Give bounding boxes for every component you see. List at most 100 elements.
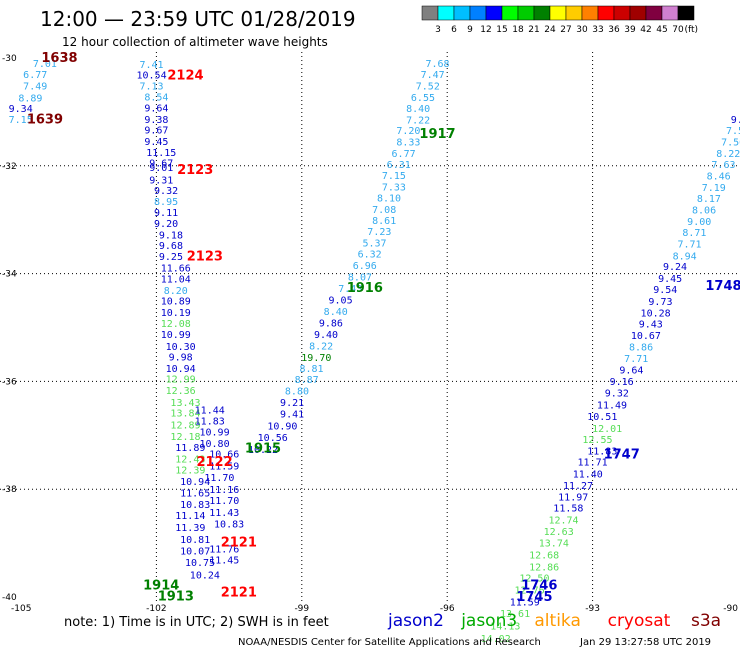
x-tick-label: -93 xyxy=(585,604,600,614)
wave-height-point: 12.50 xyxy=(519,574,549,585)
data-points: 7.016.777.498.899.347.157.4110.547.138.5… xyxy=(9,59,740,645)
scale-swatch xyxy=(645,5,663,21)
wave-height-point: 10.28 xyxy=(641,308,671,319)
time-label: 2121 xyxy=(221,586,257,601)
wave-height-point: 8.95 xyxy=(154,197,178,208)
wave-height-point: 7.63 xyxy=(711,160,735,171)
wave-height-point: 13.84 xyxy=(170,409,200,420)
x-tick-label: -105 xyxy=(11,604,31,614)
time-label: 2124 xyxy=(167,69,203,84)
wave-height-point: 6.31 xyxy=(387,160,411,171)
wave-height-point: 7.49 xyxy=(23,81,47,92)
wave-height-point: 10.07 xyxy=(180,547,210,558)
wave-height-point: 8.40 xyxy=(324,307,348,318)
credit-text: NOAA/NESDIS Center for Satellite Applica… xyxy=(238,637,541,648)
wave-height-point: 12.68 xyxy=(529,550,559,561)
wave-height-point: 9.68 xyxy=(159,241,183,252)
wave-height-point: 9.67 xyxy=(144,126,168,137)
x-tick-label: -99 xyxy=(294,604,309,614)
legend-altika: altika xyxy=(534,611,581,631)
wave-height-point: 11.65 xyxy=(180,488,210,499)
scale-tick-label: 12 xyxy=(480,25,491,35)
wave-height-point: 9.18 xyxy=(159,230,183,241)
time-label: 1638 xyxy=(41,51,77,66)
wave-height-point: 9.01 xyxy=(149,163,173,174)
wave-height-point: 11.15 xyxy=(146,148,176,159)
wave-height-point: 6.96 xyxy=(353,261,377,272)
wave-height-point: 13.61 xyxy=(500,609,530,620)
x-tick-label: -96 xyxy=(440,604,455,614)
wave-height-point: 7.71 xyxy=(677,239,701,250)
wave-height-point: 10.81 xyxy=(180,535,210,546)
wave-height-point: 12.89 xyxy=(170,421,200,432)
footer-note: note: 1) Time is in UTC; 2) SWH is in fe… xyxy=(64,615,329,630)
wave-height-point: 9.98 xyxy=(169,353,193,364)
wave-height-point: 10.90 xyxy=(267,422,297,433)
wave-height-point: 8.89 xyxy=(18,93,42,104)
wave-height-point: 10.80 xyxy=(200,439,230,450)
time-label: 1914 xyxy=(143,579,179,594)
wave-height-point: 14.13 xyxy=(490,622,520,633)
wave-height-point: 19.70 xyxy=(301,353,331,364)
wave-height-point: 11.83 xyxy=(587,446,617,457)
wave-height-point: 9.45 xyxy=(144,137,168,148)
wave-height-point: 9.64 xyxy=(144,104,168,115)
wave-height-point: 14.02 xyxy=(481,634,511,645)
wave-height-point: 11.89 xyxy=(175,443,205,454)
wave-height-point: 10.94 xyxy=(166,364,196,375)
wave-height-point: 11.71 xyxy=(578,458,608,469)
wave-height-point: 9.39 xyxy=(731,115,740,126)
y-tick-label: -32 xyxy=(2,162,17,172)
wave-height-point: 7.15 xyxy=(9,115,33,126)
scale-tick-label: 70 xyxy=(672,25,684,35)
legend-cryosat: cryosat xyxy=(608,611,671,631)
satellite-legend: jason2 jason3 altika cryosat s3a xyxy=(387,611,721,631)
time-label: 1915 xyxy=(245,442,281,457)
wave-height-point: 6.55 xyxy=(411,93,435,104)
wave-height-point: 7.08 xyxy=(372,205,396,216)
wave-height-point: 9.05 xyxy=(329,295,353,306)
scale-tick-label: 18 xyxy=(512,25,524,35)
y-tick-label: -40 xyxy=(2,593,17,603)
time-label: 1747 xyxy=(604,448,640,463)
scale-swatch xyxy=(629,5,647,21)
time-label: 2123 xyxy=(187,249,223,264)
y-tick-label: -34 xyxy=(2,270,17,280)
scale-tick-label: 45 xyxy=(656,25,667,35)
wave-height-point: 11.39 xyxy=(175,523,205,534)
scale-tick-label: 27 xyxy=(560,25,571,35)
wave-height-point: 13.74 xyxy=(539,539,569,550)
wave-height-point: 9.64 xyxy=(619,366,643,377)
wave-height-point: 11.70 xyxy=(204,473,234,484)
scale-tick-label: 15 xyxy=(496,25,507,35)
time-label: 2121 xyxy=(221,535,257,550)
wave-height-point: 8.10 xyxy=(377,194,401,205)
wave-height-point: 9.32 xyxy=(154,186,178,197)
wave-height-point: 8.17 xyxy=(697,194,721,205)
wave-height-point: 8.86 xyxy=(629,342,653,353)
wave-height-point: 9.38 xyxy=(144,115,168,126)
scale-tick-label: 21 xyxy=(528,25,539,35)
time-label: 1745 xyxy=(516,590,552,605)
wave-height-point: 9.43 xyxy=(639,320,663,331)
wave-height-point: 6.77 xyxy=(23,70,47,81)
wave-height-point: 8.94 xyxy=(673,251,697,262)
wave-height-point: 5.37 xyxy=(362,238,386,249)
wave-height-point: 10.56 xyxy=(258,433,288,444)
wave-height-point: 10.99 xyxy=(200,428,230,439)
wave-height-point: 11.83 xyxy=(195,417,225,428)
wave-height-point: 10.19 xyxy=(161,308,191,319)
wave-height-point: 8.71 xyxy=(682,228,706,239)
scale-swatch xyxy=(501,5,519,21)
scale-tick-label: 9 xyxy=(467,25,473,35)
color-scale: 3 6 9 12 15 18 21 24 27 30 33 36 39 42 45 70 (ft) xyxy=(421,5,698,35)
wave-height-point: 9.16 xyxy=(610,377,634,388)
wave-height-point: 9.86 xyxy=(319,319,343,330)
legend-s3a: s3a xyxy=(691,611,721,631)
wave-height-point: 8.07 xyxy=(348,272,372,283)
wave-height-point: 7.15 xyxy=(382,171,406,182)
wave-height-point: 9.41 xyxy=(280,410,304,421)
wave-height-point: 12.55 xyxy=(582,435,612,446)
wave-height-point: 11.58 xyxy=(553,504,583,515)
wave-height-point: 8.46 xyxy=(707,172,731,183)
